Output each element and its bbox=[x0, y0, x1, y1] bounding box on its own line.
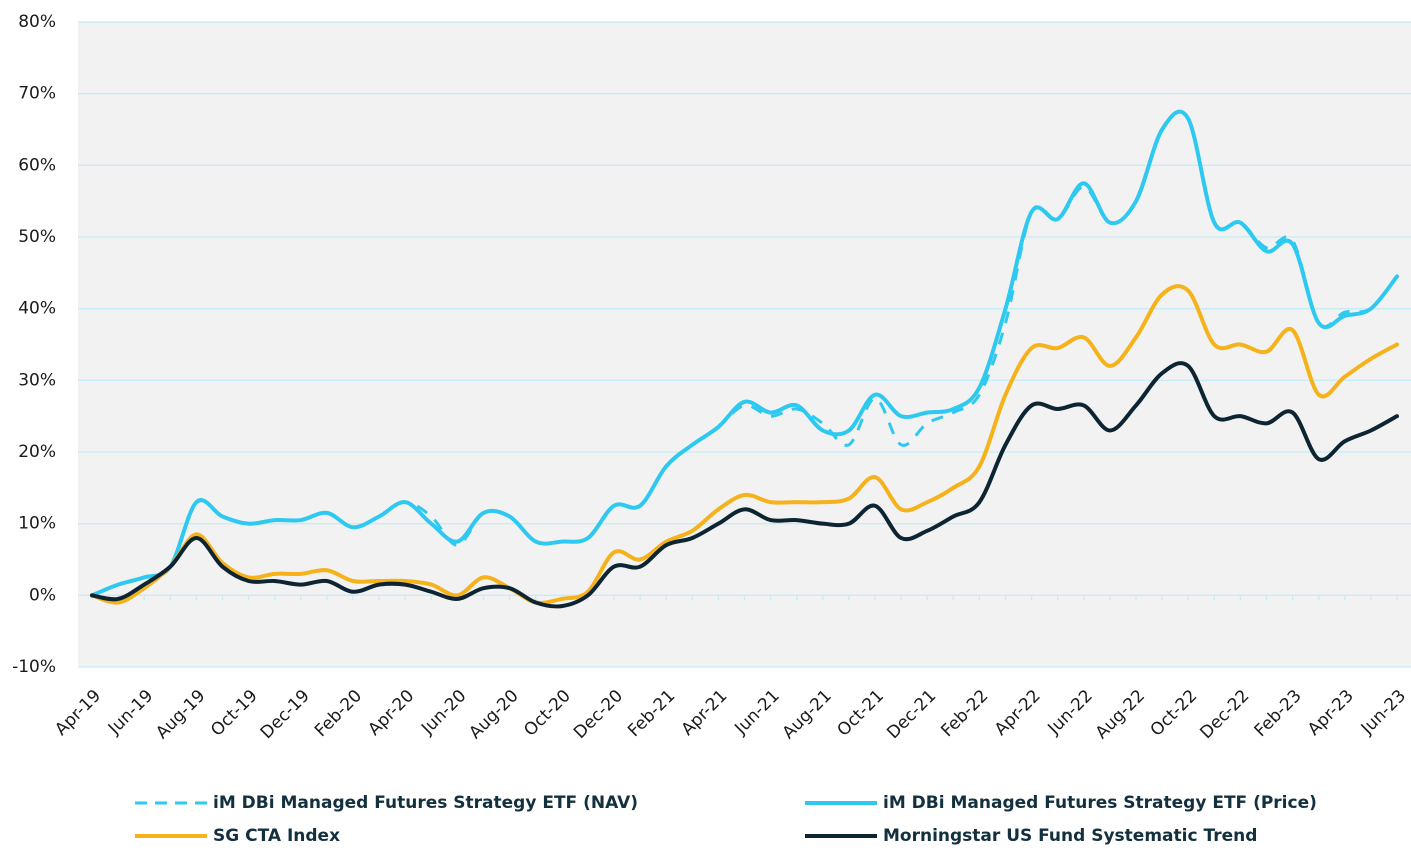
x-tick-label: Jun-19 bbox=[104, 686, 157, 739]
y-tick-label: 40% bbox=[18, 299, 56, 319]
legend-label: iM DBi Managed Futures Strategy ETF (NAV… bbox=[213, 793, 638, 813]
x-tick-label: Oct-19 bbox=[207, 686, 262, 741]
x-tick-label: Feb-22 bbox=[937, 686, 992, 741]
y-tick-label: 0% bbox=[29, 585, 56, 605]
x-tick-label: Jun-20 bbox=[417, 686, 470, 739]
x-tick-label: Apr-21 bbox=[678, 686, 732, 740]
legend-label: iM DBi Managed Futures Strategy ETF (Pri… bbox=[883, 793, 1317, 813]
y-tick-label: 30% bbox=[18, 370, 56, 390]
x-tick-label: Dec-19 bbox=[257, 686, 314, 743]
x-tick-label: Dec-21 bbox=[883, 686, 940, 743]
x-tick-label: Aug-22 bbox=[1092, 686, 1149, 743]
x-tick-label: Aug-19 bbox=[152, 686, 209, 743]
legend-label: SG CTA Index bbox=[213, 826, 340, 846]
x-tick-label: Oct-20 bbox=[520, 686, 575, 741]
x-tick-label: Apr-22 bbox=[991, 686, 1045, 740]
x-tick-label: Feb-21 bbox=[624, 686, 679, 741]
y-tick-label: 70% bbox=[18, 84, 56, 104]
series-line bbox=[91, 110, 1399, 597]
plot-area bbox=[78, 22, 1411, 667]
y-tick-label: 80% bbox=[18, 12, 56, 32]
series-line bbox=[90, 284, 1399, 605]
series-line bbox=[90, 361, 1399, 609]
legend-label: Morningstar US Fund Systematic Trend bbox=[883, 826, 1257, 846]
y-tick-label: 10% bbox=[18, 514, 56, 534]
x-tick-label: Aug-21 bbox=[779, 686, 836, 743]
x-tick-label: Jun-22 bbox=[1044, 686, 1097, 739]
x-tick-label: Feb-23 bbox=[1251, 686, 1306, 741]
x-tick-label: Jun-23 bbox=[1357, 686, 1410, 739]
x-tick-label: Oct-22 bbox=[1147, 686, 1202, 741]
x-tick-label: Dec-22 bbox=[1196, 686, 1253, 743]
x-tick-label: Dec-20 bbox=[570, 686, 627, 743]
x-tick-label: Aug-20 bbox=[465, 686, 522, 743]
x-tick-label: Oct-21 bbox=[834, 686, 889, 741]
x-tick-label: Apr-19 bbox=[51, 686, 105, 740]
y-tick-label: -10% bbox=[12, 657, 56, 677]
x-tick-label: Apr-23 bbox=[1304, 686, 1358, 740]
x-tick-label: Apr-20 bbox=[364, 686, 418, 740]
y-tick-label: 20% bbox=[18, 442, 56, 462]
y-tick-label: 50% bbox=[18, 227, 56, 247]
x-tick-label: Feb-20 bbox=[311, 686, 366, 741]
x-tick-label: Jun-21 bbox=[730, 686, 783, 739]
y-tick-label: 60% bbox=[18, 155, 56, 175]
